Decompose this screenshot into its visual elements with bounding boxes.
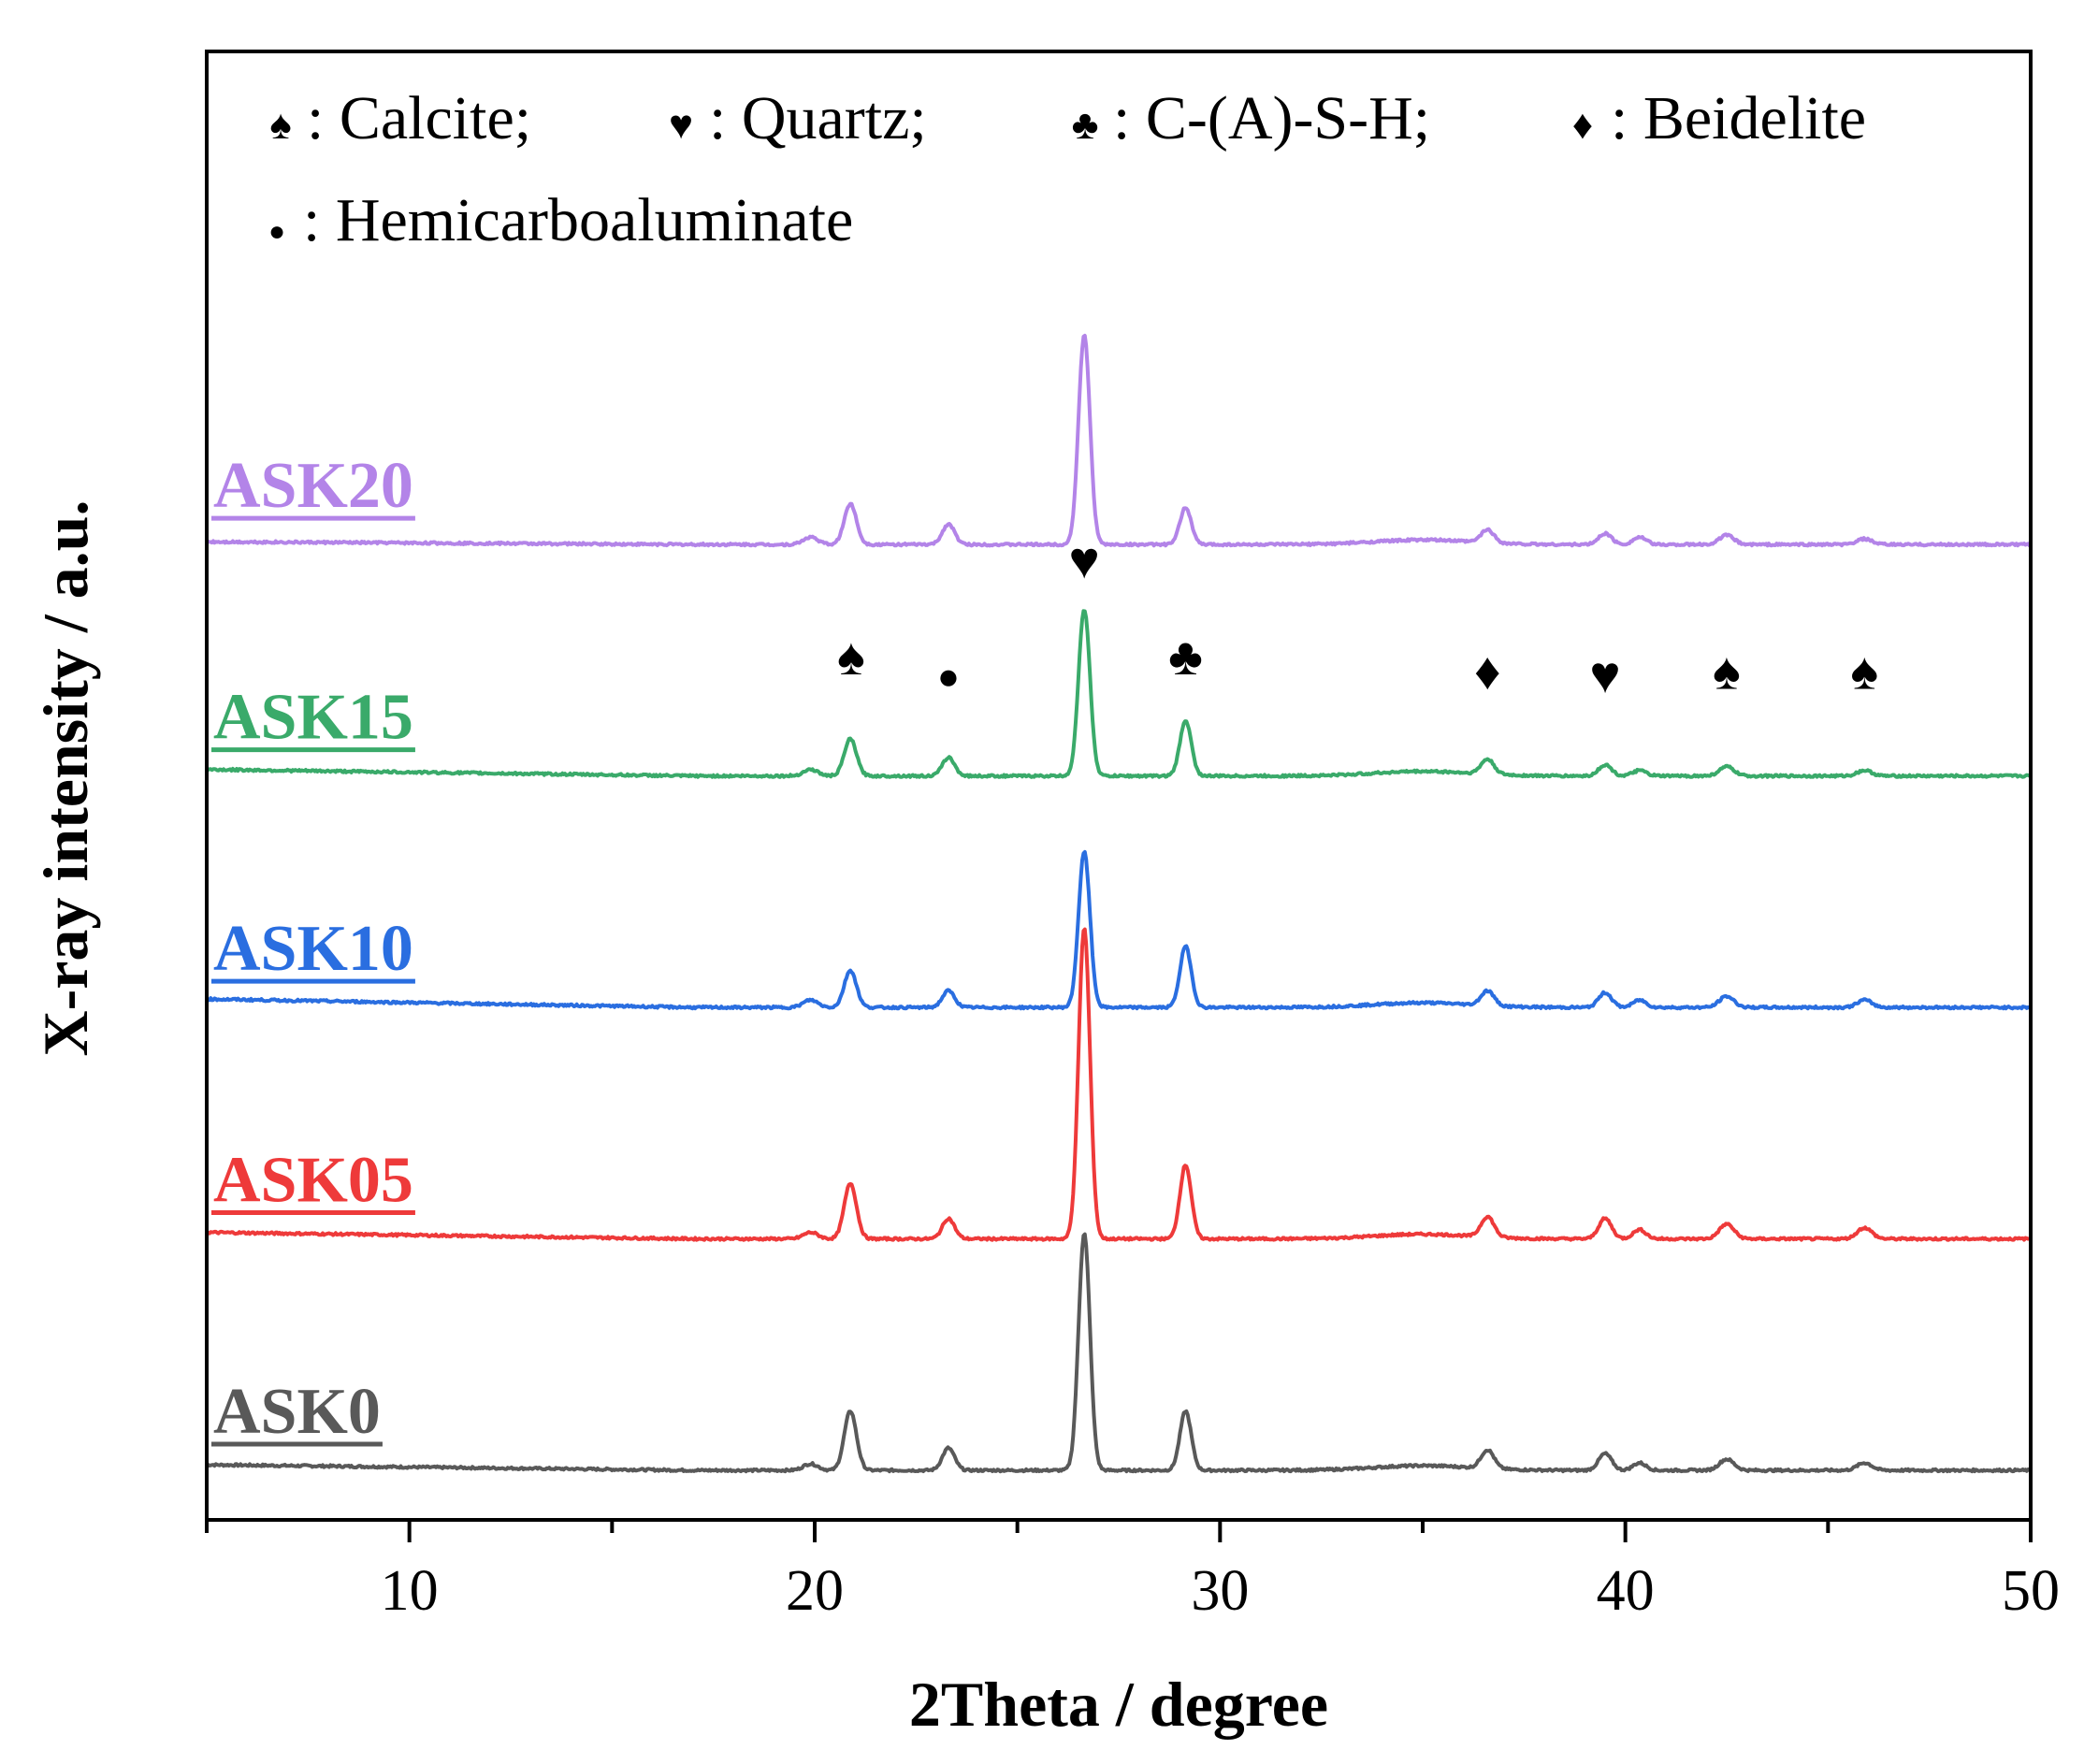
legend-entry-text: : Hemicarboaluminate (303, 186, 853, 254)
plot-frame (205, 50, 2033, 1522)
series-layer (205, 333, 2033, 1474)
series-label-ask15: ASK15 (213, 682, 413, 754)
legend-symbol: ♦ (1572, 102, 1593, 148)
series-line-ask05 (206, 927, 2032, 1242)
x-axis-title: 2Theta / degree (909, 1669, 1328, 1740)
legend-entry-text: : Quartz; (709, 84, 927, 152)
x-tick-label: 30 (1191, 1559, 1249, 1623)
peak-marker: ♥ (1589, 647, 1620, 705)
peak-marker: ♠ (1850, 643, 1878, 701)
legend-entry-text: : C-(A)-S-H; (1113, 84, 1430, 152)
legend-entry-text: : Calcite; (307, 84, 531, 152)
legend-symbol: ● (268, 216, 285, 247)
series-line-ask10 (206, 849, 2032, 1011)
legend-symbol: ♣ (1072, 102, 1099, 148)
y-axis-title: X-ray intensity / a.u. (30, 500, 101, 1057)
peak-marker: ♣ (1168, 629, 1203, 687)
legend-symbol: ♥ (669, 102, 693, 148)
x-tick-label: 10 (381, 1559, 439, 1623)
peak-marker: ● (937, 656, 960, 698)
x-tick-label: 20 (786, 1559, 844, 1623)
peak-marker: ♠ (1713, 643, 1741, 701)
legend-symbol: ♠ (269, 102, 291, 148)
peak-marker: ♦ (1474, 643, 1501, 701)
series-line-ask0 (206, 1232, 2033, 1474)
peak-marker: ♠ (837, 629, 865, 687)
legend-entry-text: : Beidelite (1611, 84, 1866, 152)
series-label-ask05: ASK05 (213, 1145, 413, 1217)
legend: ♠ : Calcite; ♥ : Quartz; ♣ : C-(A)-S-H; ♦ : Bei… (268, 84, 1866, 254)
x-tick-label: 50 (2002, 1559, 2060, 1623)
series-label-layer: ASK0 ASK05 ASK10 ASK15 ASK20 (211, 450, 415, 1448)
series-line-ask20 (205, 333, 2033, 548)
peak-marker-layer: ♠ ● ♥ ♣ ♦ ♥ ♠ ♠ (837, 532, 1878, 705)
x-tick-label: 40 (1597, 1559, 1655, 1623)
series-label-ask20: ASK20 (213, 450, 413, 522)
series-line-ask15 (206, 609, 2032, 779)
x-axis-ticks: 10 20 30 40 50 (205, 1520, 2060, 1623)
peak-marker: ♥ (1069, 532, 1100, 590)
series-label-ask10: ASK10 (213, 913, 413, 985)
series-label-ask0: ASK0 (213, 1376, 381, 1448)
